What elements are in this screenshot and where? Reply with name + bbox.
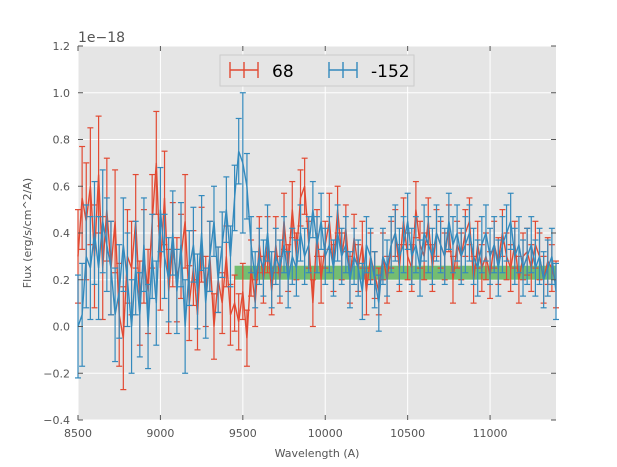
legend-label-series-2: -152 <box>371 62 410 82</box>
x-axis-label: Wavelength (A) <box>275 447 360 460</box>
y-tick-label: −0.2 <box>43 367 70 380</box>
y-tick-label: 0.8 <box>53 134 71 147</box>
y-tick-label: 0.2 <box>53 274 71 287</box>
axis-ticks: 8500 9000 9500 10000 10500 11000 −0.4 −0.2 0.0 0.… <box>43 40 556 440</box>
x-tick-label: 10500 <box>390 427 425 440</box>
y-tick-label: 0.0 <box>53 321 71 334</box>
legend: 68 -152 <box>219 54 415 87</box>
y-offset-label: 1e−18 <box>78 30 125 46</box>
y-tick-label: −0.4 <box>43 414 70 427</box>
series-layer <box>75 92 559 391</box>
legend-label-series-1: 68 <box>272 62 294 82</box>
series-2 <box>75 92 559 379</box>
y-tick-label: 0.6 <box>53 180 71 193</box>
x-tick-label: 10000 <box>308 427 343 440</box>
x-tick-label: 9500 <box>229 427 257 440</box>
x-tick-label: 11000 <box>473 427 508 440</box>
y-tick-label: 1.2 <box>53 40 71 53</box>
series-line-2 <box>77 150 557 327</box>
legend-handle-series-1 <box>229 62 259 78</box>
x-tick-label: 9000 <box>146 427 174 440</box>
x-tick-label: 8500 <box>64 427 92 440</box>
y-axis-label: Flux (erg/s/cm^2/A) <box>21 178 34 288</box>
legend-handle-series-2 <box>328 62 358 78</box>
y-tick-label: 1.0 <box>53 87 71 100</box>
y-tick-label: 0.4 <box>53 227 71 240</box>
